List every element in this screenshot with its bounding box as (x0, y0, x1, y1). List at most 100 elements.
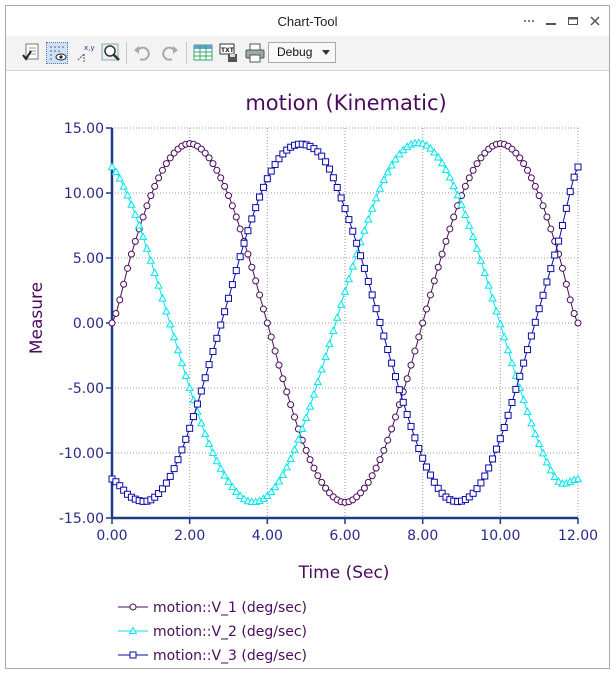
data-point (453, 190, 462, 199)
data-point (473, 160, 481, 168)
data-point (391, 413, 399, 421)
data-point (232, 267, 240, 275)
tick-labels: 0.00 2.00 4.00 6.00 8.00 10.00 12.00 15.00 10.00… (59, 121, 598, 544)
data-point (204, 439, 214, 447)
data-point (333, 184, 341, 192)
mode-select[interactable]: Debug (268, 42, 336, 63)
menu-dots-icon[interactable] (523, 14, 535, 26)
data-point (422, 140, 431, 149)
data-point (119, 181, 128, 190)
x-tick-label: 12.00 (558, 528, 598, 544)
data-point (367, 204, 377, 212)
data-point (446, 225, 454, 233)
data-point (278, 470, 288, 478)
data-point (461, 182, 469, 190)
data-point (287, 401, 295, 409)
data-point (221, 308, 229, 316)
data-point (166, 154, 174, 162)
toolbar-separator (186, 42, 187, 64)
y-tick-label: -10.00 (59, 446, 104, 462)
data-point (364, 214, 373, 223)
data-point (512, 385, 520, 393)
data-point (403, 375, 411, 383)
show-grid-icon[interactable] (46, 42, 68, 64)
legend-label: motion::V_2 (deg/sec) (153, 624, 307, 640)
checklist-icon[interactable] (20, 42, 42, 64)
series-3 (108, 140, 582, 506)
data-point (430, 147, 439, 156)
data-point (407, 422, 415, 430)
data-point (419, 454, 427, 462)
data-point (263, 491, 272, 499)
data-point (543, 213, 551, 221)
mode-select-value: Debug (277, 45, 313, 59)
data-point (115, 173, 125, 182)
data-point (275, 361, 283, 369)
data-point (492, 306, 501, 315)
data-point (270, 482, 280, 491)
data-point (574, 319, 582, 327)
data-point (177, 358, 187, 367)
data-point (426, 471, 434, 479)
data-point (313, 377, 323, 386)
data-point (375, 184, 385, 192)
chevron-down-icon (322, 50, 330, 55)
data-point (476, 255, 486, 264)
data-point (539, 202, 547, 210)
data-point (423, 463, 431, 471)
data-point (267, 167, 275, 175)
legend-item[interactable]: motion::V_1 (deg/sec) (118, 600, 307, 616)
data-point (317, 364, 326, 373)
data-point (267, 333, 275, 341)
data-point (503, 345, 513, 354)
y-tick-label: -15.00 (59, 511, 104, 527)
data-point (520, 359, 528, 367)
data-point (322, 484, 330, 492)
data-point (419, 319, 427, 327)
legend-item[interactable]: motion::V_3 (deg/sec) (118, 648, 307, 664)
data-point (550, 472, 559, 481)
coordinate-readout-icon[interactable]: x,y (74, 42, 96, 64)
data-point (301, 413, 311, 421)
maximize-icon[interactable] (567, 14, 579, 26)
data-point (384, 436, 392, 444)
zoom-icon[interactable] (100, 42, 122, 64)
table-icon[interactable] (192, 42, 214, 64)
data-point (325, 165, 333, 173)
data-point (236, 253, 244, 261)
data-point (232, 487, 241, 495)
y-tick-label: 0.00 (73, 316, 104, 332)
x-tick-label: 4.00 (252, 528, 283, 544)
chart-svg[interactable]: motion (Kinematic) 0.00 2.00 4.00 6.00 8.00 1… (6, 70, 609, 668)
data-point (146, 255, 156, 264)
data-point (221, 182, 229, 190)
legend-item[interactable]: motion::V_2 (deg/sec) (118, 624, 307, 640)
data-point (349, 227, 357, 235)
data-point (321, 352, 330, 360)
data-point (368, 291, 376, 299)
data-point (423, 305, 431, 313)
close-icon[interactable] (589, 14, 601, 26)
data-point (562, 204, 570, 212)
redo-icon[interactable] (158, 42, 180, 64)
data-point (166, 472, 174, 480)
data-point (426, 143, 435, 152)
data-point (473, 485, 481, 493)
data-point (547, 225, 555, 233)
data-point (155, 489, 163, 497)
data-point (248, 263, 256, 271)
data-point (271, 160, 279, 168)
print-icon[interactable] (244, 42, 266, 64)
data-point (485, 464, 493, 472)
text-export-icon[interactable]: TXT (218, 42, 240, 64)
data-point (437, 158, 447, 167)
data-point (531, 429, 540, 438)
undo-icon[interactable] (132, 42, 154, 64)
data-point (150, 268, 159, 276)
legend-marker (128, 626, 138, 635)
data-point (294, 434, 303, 443)
data-point (388, 359, 396, 367)
minimize-icon[interactable] (545, 14, 557, 26)
data-point (411, 347, 419, 355)
data-point (252, 277, 260, 285)
